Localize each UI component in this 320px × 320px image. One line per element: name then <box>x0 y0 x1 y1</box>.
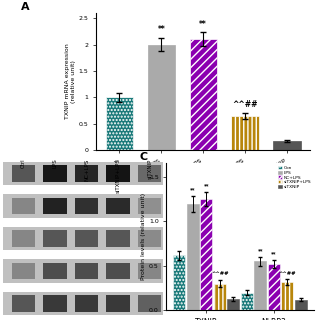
Bar <box>254 261 266 310</box>
Bar <box>107 263 130 279</box>
Y-axis label: Protein levels (relative unit): Protein levels (relative unit) <box>141 193 146 280</box>
Bar <box>3 292 163 315</box>
Text: LPS: LPS <box>52 159 57 168</box>
Text: **: ** <box>199 20 207 29</box>
Bar <box>227 299 239 310</box>
Bar <box>138 165 161 182</box>
Text: Ctrl: Ctrl <box>21 159 26 168</box>
Bar <box>75 230 98 247</box>
Text: ^^##: ^^## <box>211 271 228 276</box>
Bar <box>138 295 161 312</box>
Text: **: ** <box>204 183 209 188</box>
Bar <box>173 255 185 310</box>
Bar <box>43 263 67 279</box>
Bar <box>268 264 280 310</box>
Bar <box>43 165 67 182</box>
Text: siTXNIP+LPS: siTXNIP+LPS <box>116 159 121 194</box>
Bar <box>187 204 199 310</box>
Bar <box>107 198 130 214</box>
Bar <box>12 295 35 312</box>
Bar <box>75 263 98 279</box>
Bar <box>75 295 98 312</box>
Bar <box>241 292 253 310</box>
Bar <box>3 259 163 283</box>
Text: ^^##: ^^## <box>232 100 258 109</box>
Bar <box>43 198 67 214</box>
Bar <box>107 230 130 247</box>
Text: C: C <box>140 152 148 163</box>
Text: A: A <box>21 2 29 12</box>
Text: NC+LPS: NC+LPS <box>84 159 89 181</box>
Bar <box>3 162 163 185</box>
Bar <box>107 295 130 312</box>
Bar <box>75 198 98 214</box>
Bar <box>3 227 163 250</box>
Bar <box>138 230 161 247</box>
Bar <box>138 198 161 214</box>
Text: ^^##: ^^## <box>278 271 296 276</box>
Bar <box>12 165 35 182</box>
Text: **: ** <box>271 251 276 256</box>
Bar <box>214 284 226 310</box>
Text: **: ** <box>190 188 196 193</box>
Bar <box>106 98 133 150</box>
Bar <box>12 198 35 214</box>
Bar <box>200 199 212 310</box>
Bar <box>138 263 161 279</box>
Bar <box>189 39 217 150</box>
Text: **: ** <box>258 248 263 253</box>
Bar <box>231 116 259 150</box>
Bar <box>273 141 301 150</box>
Bar <box>12 230 35 247</box>
Bar <box>43 230 67 247</box>
Bar <box>281 282 293 310</box>
Text: **: ** <box>157 26 165 35</box>
Bar <box>148 44 175 150</box>
Y-axis label: TXNIP mRNA expression
(relative unit): TXNIP mRNA expression (relative unit) <box>65 44 76 119</box>
Legend: Con, LPS, NC+LPS, siTXNIP+LPS, siTXNIP: Con, LPS, NC+LPS, siTXNIP+LPS, siTXNIP <box>277 165 311 189</box>
Text: siTXNIP: siTXNIP <box>147 159 152 179</box>
Bar <box>107 165 130 182</box>
Bar <box>3 194 163 218</box>
Bar <box>295 300 307 310</box>
Bar <box>75 165 98 182</box>
Bar <box>12 263 35 279</box>
Bar <box>43 295 67 312</box>
